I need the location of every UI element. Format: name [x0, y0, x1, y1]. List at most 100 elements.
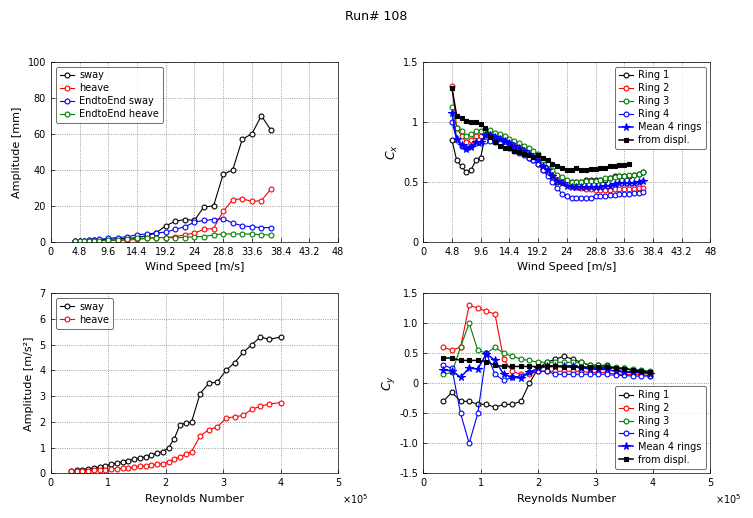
Line: EndtoEnd sway: EndtoEnd sway: [72, 216, 273, 243]
Mean 4 rings: [476, 139, 485, 146]
Mean 4 rings: [548, 173, 557, 179]
heave: [123, 237, 132, 243]
Ring 3: [634, 170, 643, 177]
Ring 2: [499, 356, 508, 363]
Line: Ring 4: Ring 4: [450, 119, 646, 200]
Ring 3: [572, 179, 581, 185]
Ring 4: [508, 374, 517, 380]
Mean 4 rings: [596, 184, 605, 190]
Ring 3: [601, 175, 610, 181]
Ring 3: [505, 136, 514, 142]
Mean 4 rings: [559, 363, 569, 369]
Mean 4 rings: [439, 367, 448, 373]
sway: [213, 379, 222, 385]
Ring 1: [639, 169, 648, 176]
Ring 3: [499, 350, 508, 356]
from displ.: [482, 358, 491, 365]
Legend: sway, heave, EndtoEnd sway, EndtoEnd heave: sway, heave, EndtoEnd sway, EndtoEnd hea…: [56, 67, 163, 123]
Ring 4: [453, 137, 462, 143]
Ring 2: [473, 305, 482, 311]
X-axis label: Wind Speed [m/s]: Wind Speed [m/s]: [517, 263, 617, 272]
Ring 3: [465, 320, 474, 326]
Mean 4 rings: [505, 140, 514, 147]
Ring 3: [447, 104, 456, 110]
Ring 1: [553, 179, 562, 185]
heave: [107, 466, 116, 472]
EndtoEnd sway: [247, 224, 256, 230]
Ring 3: [605, 175, 614, 181]
Ring 4: [634, 190, 643, 196]
Line: Ring 3: Ring 3: [450, 105, 646, 184]
from displ.: [514, 149, 523, 155]
EndtoEnd heave: [161, 235, 170, 241]
sway: [142, 233, 151, 239]
Line: Ring 1: Ring 1: [450, 132, 646, 184]
Ring 4: [534, 368, 543, 375]
Ring 1: [514, 149, 523, 155]
EndtoEnd heave: [142, 235, 151, 241]
EndtoEnd heave: [151, 235, 160, 241]
Ring 1: [562, 179, 572, 185]
sway: [187, 419, 196, 425]
Ring 2: [610, 186, 619, 192]
Mean 4 rings: [473, 366, 482, 372]
Line: Ring 4: Ring 4: [441, 351, 653, 446]
from displ.: [473, 357, 482, 364]
Mean 4 rings: [577, 184, 586, 190]
sway: [218, 171, 227, 178]
Ring 1: [486, 133, 495, 139]
EndtoEnd sway: [171, 226, 180, 233]
Legend: sway, heave: sway, heave: [56, 298, 113, 329]
EndtoEnd sway: [151, 230, 160, 236]
EndtoEnd heave: [171, 235, 180, 241]
Line: heave: heave: [72, 186, 273, 243]
Ring 3: [542, 359, 551, 365]
sway: [101, 463, 110, 469]
Mean 4 rings: [525, 369, 534, 376]
sway: [123, 457, 133, 464]
Ring 3: [490, 130, 499, 136]
Ring 4: [550, 371, 559, 378]
Ring 2: [439, 344, 448, 350]
sway: [90, 237, 99, 243]
Mean 4 rings: [457, 141, 466, 148]
sway: [107, 462, 116, 468]
Ring 1: [524, 155, 533, 161]
sway: [256, 334, 265, 340]
Ring 3: [550, 359, 559, 365]
from displ.: [557, 164, 566, 170]
heave: [141, 463, 150, 469]
Ring 3: [471, 128, 480, 135]
Ring 2: [517, 371, 526, 378]
Ring 2: [456, 344, 465, 350]
Mean 4 rings: [471, 139, 480, 146]
Ring 4: [567, 194, 576, 200]
EndtoEnd sway: [104, 235, 113, 241]
sway: [112, 460, 121, 466]
sway: [196, 391, 205, 397]
heave: [256, 404, 265, 410]
EndtoEnd heave: [247, 231, 256, 237]
EndtoEnd heave: [190, 234, 199, 240]
Ring 3: [620, 173, 629, 179]
Ring 2: [562, 181, 572, 188]
heave: [84, 468, 93, 474]
EndtoEnd sway: [133, 232, 142, 238]
sway: [200, 204, 209, 210]
X-axis label: Wind Speed [m/s]: Wind Speed [m/s]: [145, 263, 244, 272]
Mean 4 rings: [591, 184, 600, 190]
Ring 3: [481, 127, 490, 133]
Ring 1: [534, 161, 543, 167]
Ring 3: [486, 127, 495, 133]
Ring 2: [534, 368, 543, 375]
Ring 3: [482, 350, 491, 356]
heave: [228, 196, 237, 203]
sway: [190, 217, 199, 223]
Ring 2: [514, 143, 523, 149]
Ring 4: [495, 140, 505, 147]
sway: [239, 349, 248, 355]
Ring 4: [524, 155, 533, 161]
heave: [238, 196, 247, 202]
heave: [72, 468, 81, 474]
Ring 4: [457, 143, 466, 149]
